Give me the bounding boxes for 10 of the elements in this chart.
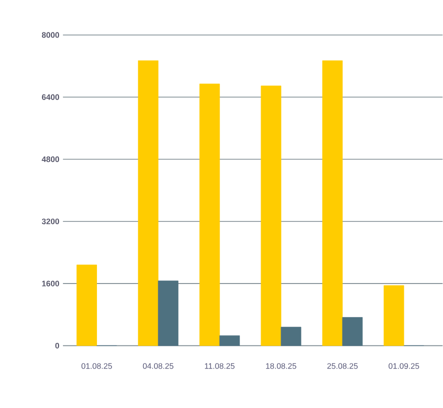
- bar: [384, 285, 404, 346]
- bar: [219, 336, 240, 346]
- bar: [158, 280, 178, 346]
- bar: [260, 86, 282, 346]
- bar: [76, 264, 97, 346]
- bar: [322, 60, 343, 346]
- bar: [199, 84, 220, 346]
- bar: [342, 317, 363, 346]
- bar: [138, 60, 158, 346]
- bar: [280, 327, 302, 346]
